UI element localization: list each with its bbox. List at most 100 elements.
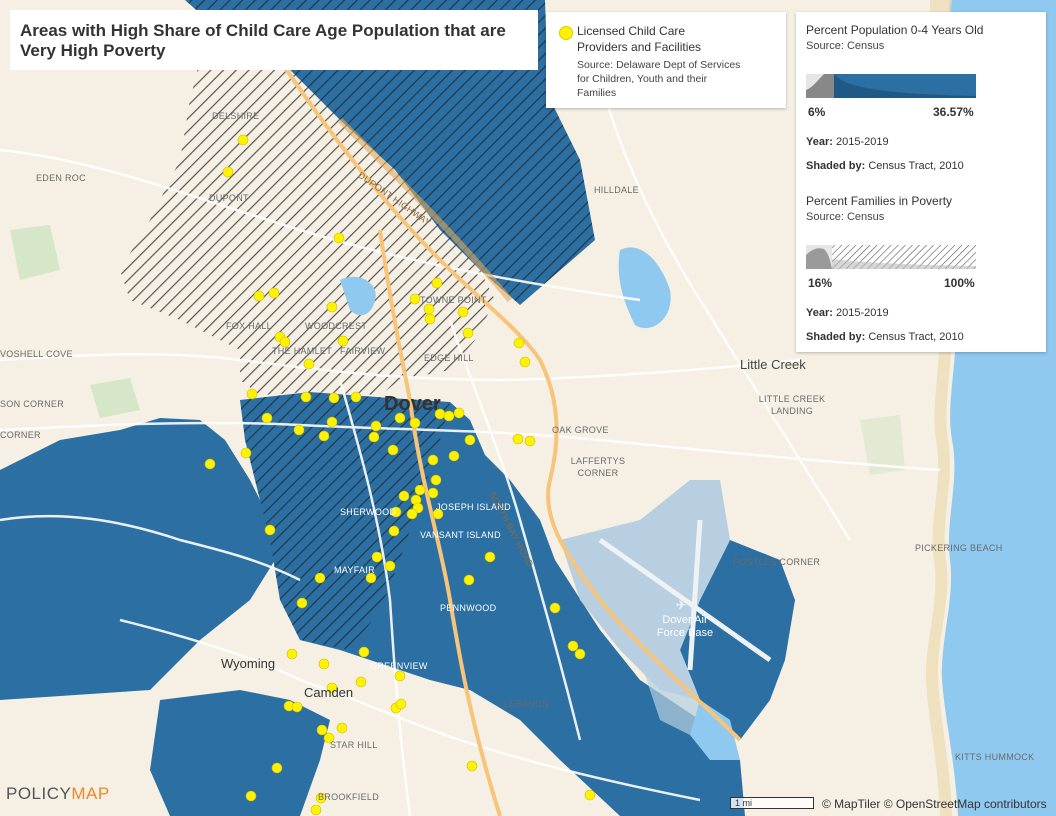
child-care-facility-point[interactable] xyxy=(370,420,382,432)
label-eden-roc: EDEN ROC xyxy=(36,173,86,183)
child-care-facility-point[interactable] xyxy=(246,388,258,400)
child-care-facility-point[interactable] xyxy=(448,450,460,462)
child-care-facility-point[interactable] xyxy=(427,454,439,466)
child-care-facility-point[interactable] xyxy=(240,447,252,459)
scale-bar: 1 mi xyxy=(730,797,814,809)
logo-part2: MAP xyxy=(71,784,110,803)
child-care-facility-point[interactable] xyxy=(326,682,338,694)
child-care-facility-point[interactable] xyxy=(268,287,280,299)
title-panel: Areas with High Share of Child Care Age … xyxy=(10,10,538,70)
child-care-facility-point[interactable] xyxy=(271,762,283,774)
label-edge-hill: EDGE HILL xyxy=(424,353,474,363)
child-care-facility-point[interactable] xyxy=(303,358,315,370)
child-care-facility-point[interactable] xyxy=(323,732,335,744)
child-care-facility-point[interactable] xyxy=(409,417,421,429)
label-kitts-hummock: KITTS HUMMOCK xyxy=(955,752,1035,762)
child-care-facility-point[interactable] xyxy=(296,597,308,609)
child-care-facility-point[interactable] xyxy=(431,277,443,289)
child-care-facility-point[interactable] xyxy=(584,789,596,801)
child-care-facility-point[interactable] xyxy=(427,487,439,499)
child-care-facility-point[interactable] xyxy=(384,560,396,572)
label-lebanon: LEBANON xyxy=(504,699,550,709)
child-care-facility-point[interactable] xyxy=(310,804,322,816)
child-care-facility-point[interactable] xyxy=(358,646,370,658)
child-care-facility-point[interactable] xyxy=(291,701,303,713)
label-greenview: GREENVIEW xyxy=(370,661,428,671)
label-hilldale: HILLDALE xyxy=(594,185,639,195)
child-care-facility-point[interactable] xyxy=(204,458,216,470)
map-attribution[interactable]: © MapTiler © OpenStreetMap contributors xyxy=(822,797,1047,811)
child-care-facility-point[interactable] xyxy=(293,424,305,436)
child-care-facility-point[interactable] xyxy=(484,551,496,563)
child-care-facility-point[interactable] xyxy=(466,760,478,772)
child-care-facility-point[interactable] xyxy=(355,676,367,688)
child-care-facility-point[interactable] xyxy=(567,640,579,652)
child-care-facility-point[interactable] xyxy=(350,391,362,403)
child-care-facility-point[interactable] xyxy=(387,444,399,456)
child-care-facility-point[interactable] xyxy=(549,602,561,614)
child-care-facility-point[interactable] xyxy=(424,313,436,325)
child-care-facility-point[interactable] xyxy=(300,391,312,403)
child-care-facility-point[interactable] xyxy=(513,337,525,349)
child-care-facility-point[interactable] xyxy=(430,474,442,486)
child-care-facility-point[interactable] xyxy=(394,670,406,682)
child-care-facility-point[interactable] xyxy=(394,412,406,424)
child-care-facility-point[interactable] xyxy=(328,392,340,404)
child-care-facility-point[interactable] xyxy=(222,166,234,178)
child-care-facility-point[interactable] xyxy=(432,508,444,520)
layer1-title: Percent Population 0-4 Years Old xyxy=(806,23,984,37)
child-care-facility-point[interactable] xyxy=(279,336,291,348)
child-care-facility-point[interactable] xyxy=(314,572,326,584)
label-little-creek-landing: LITTLE CREEK LANDING xyxy=(758,394,826,416)
child-care-facility-point[interactable] xyxy=(365,572,377,584)
child-care-facility-point[interactable] xyxy=(512,433,524,445)
child-care-facility-point[interactable] xyxy=(462,327,474,339)
child-care-facility-point[interactable] xyxy=(414,484,426,496)
layer2-year: Year: 2015-2019 xyxy=(806,307,889,319)
child-care-facility-point[interactable] xyxy=(406,508,418,520)
label-son-corner: SON CORNER xyxy=(0,399,65,409)
logo-part1: POLICY xyxy=(6,784,72,803)
child-care-facility-point[interactable] xyxy=(398,490,410,502)
child-care-facility-point[interactable] xyxy=(237,134,249,146)
child-care-facility-point[interactable] xyxy=(337,335,349,347)
child-care-facility-point[interactable] xyxy=(519,356,531,368)
legend-point-marker xyxy=(559,26,573,40)
child-care-facility-point[interactable] xyxy=(326,301,338,313)
child-care-facility-point[interactable] xyxy=(574,648,586,660)
layer1-year-label: Year: xyxy=(806,136,833,148)
layer2-year-label: Year: xyxy=(806,307,833,319)
child-care-facility-point[interactable] xyxy=(315,792,327,804)
label-oak-grove: OAK GROVE xyxy=(552,425,609,435)
child-care-facility-point[interactable] xyxy=(457,306,469,318)
child-care-facility-point[interactable] xyxy=(388,525,400,537)
child-care-facility-point[interactable] xyxy=(318,430,330,442)
label-little-creek: Little Creek xyxy=(740,357,806,372)
child-care-facility-point[interactable] xyxy=(245,790,257,802)
label-laffertys-corner: LAFFERTYS CORNER xyxy=(570,456,626,478)
child-care-facility-point[interactable] xyxy=(390,506,402,518)
child-care-facility-point[interactable] xyxy=(286,648,298,660)
map-title: Areas with High Share of Child Care Age … xyxy=(20,21,506,60)
child-care-facility-point[interactable] xyxy=(261,412,273,424)
layer2-title: Percent Families in Poverty xyxy=(806,194,953,208)
child-care-facility-point[interactable] xyxy=(336,722,348,734)
child-care-facility-point[interactable] xyxy=(524,435,536,447)
child-care-facility-point[interactable] xyxy=(395,698,407,710)
child-care-facility-point[interactable] xyxy=(326,416,338,428)
child-care-facility-point[interactable] xyxy=(264,524,276,536)
child-care-facility-point[interactable] xyxy=(464,434,476,446)
child-care-facility-point[interactable] xyxy=(368,431,380,443)
child-care-facility-point[interactable] xyxy=(253,290,265,302)
child-care-facility-point[interactable] xyxy=(463,574,475,586)
policymap-logo[interactable]: POLICYMAP xyxy=(6,784,110,804)
child-care-facility-point[interactable] xyxy=(443,410,455,422)
child-care-facility-point[interactable] xyxy=(423,303,435,315)
child-care-facility-point[interactable] xyxy=(333,232,345,244)
label-camden: Camden xyxy=(304,685,354,700)
child-care-facility-point[interactable] xyxy=(453,407,465,419)
child-care-facility-point[interactable] xyxy=(316,724,328,736)
child-care-facility-point[interactable] xyxy=(409,293,421,305)
child-care-facility-point[interactable] xyxy=(318,658,330,670)
child-care-facility-point[interactable] xyxy=(371,551,383,563)
